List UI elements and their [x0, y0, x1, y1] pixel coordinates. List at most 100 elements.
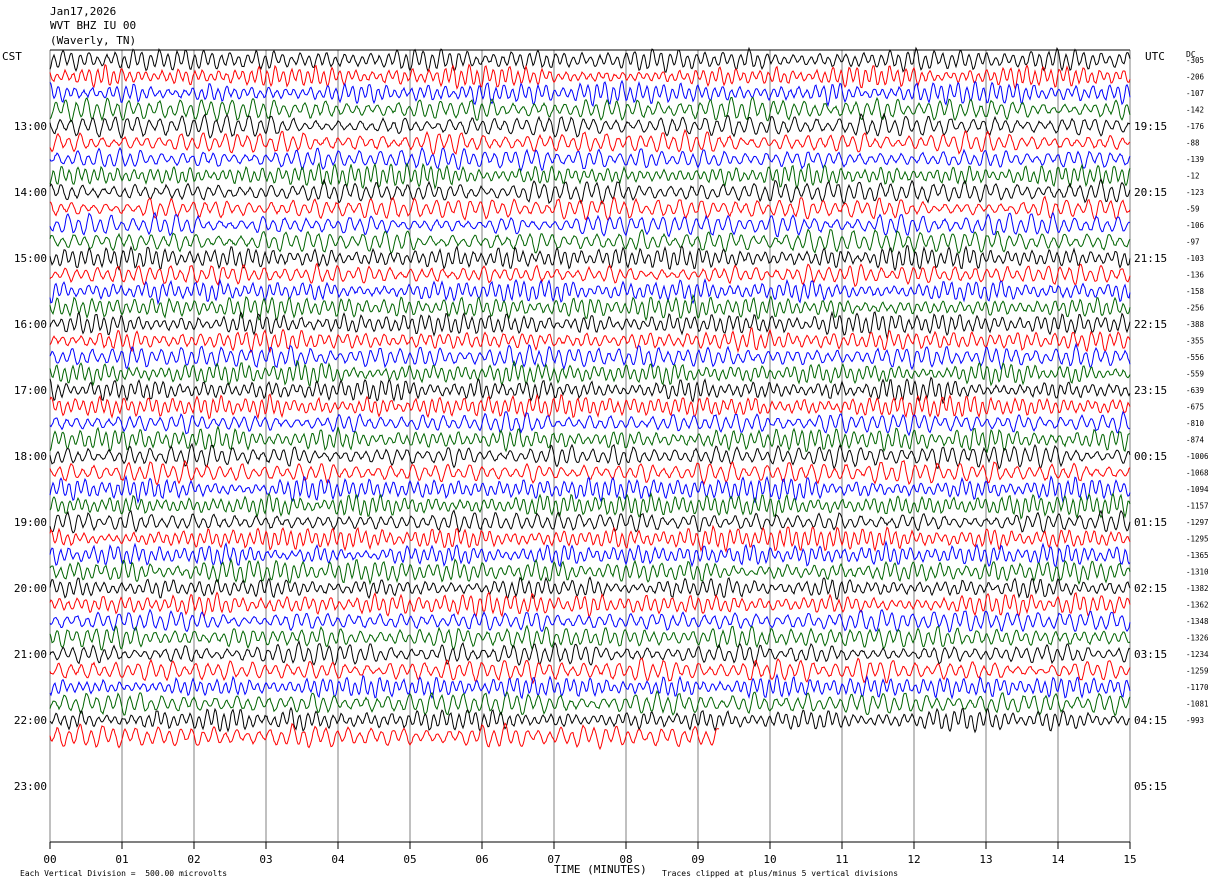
trace-line-38 — [49, 673, 1131, 700]
dc-offset-label-3: -142 — [1186, 106, 1204, 115]
x-tick-label-02: 02 — [187, 853, 200, 866]
trace-line-27 — [49, 491, 1131, 520]
dc-offset-label-25: -1068 — [1186, 469, 1209, 478]
trace-line-23 — [49, 425, 1131, 453]
trace-line-10 — [49, 211, 1131, 238]
scale-note: Each Vertical Division = 500.00 microvol… — [20, 869, 228, 878]
x-tick-label-03: 03 — [259, 853, 272, 866]
trace-line-40 — [49, 706, 1131, 734]
trace-line-31 — [49, 557, 1131, 586]
trace-line-0 — [49, 46, 1131, 73]
x-axis: 00 01 02 03 04 05 06 07 08 09 10 11 12 13 14 15 — [43, 841, 1137, 866]
dc-offset-label-32: -1382 — [1186, 584, 1209, 593]
trace-line-7 — [49, 161, 1131, 190]
trace-line-4 — [49, 112, 1131, 139]
local-hour-label-7: 20:00 — [14, 582, 47, 595]
dc-label: DC — [1186, 50, 1196, 59]
trace-line-36 — [49, 640, 1131, 668]
x-tick-label-00: 00 — [43, 853, 56, 866]
local-hour-label-5: 18:00 — [14, 450, 47, 463]
dc-offset-label-38: -1170 — [1186, 683, 1209, 692]
utc-hour-label-8: 03:15 — [1134, 648, 1167, 661]
dc-offset-label-28: -1297 — [1186, 518, 1209, 527]
local-hour-label-10: 23:00 — [14, 780, 47, 793]
dc-offset-label-20: -639 — [1186, 386, 1204, 395]
utc-hour-label-5: 00:15 — [1134, 450, 1167, 463]
x-tick-label-07: 07 — [547, 853, 560, 866]
trace-line-33 — [49, 591, 1131, 619]
dc-offset-label-21: -675 — [1186, 403, 1204, 412]
trace-line-41 — [49, 722, 720, 751]
dc-offset-label-22: -810 — [1186, 419, 1205, 428]
dc-offset-label-4: -176 — [1186, 122, 1205, 131]
right-timezone-label: UTC — [1145, 50, 1165, 63]
date-label: Jan17,2026 — [50, 5, 117, 18]
trace-line-14 — [49, 278, 1131, 306]
dc-offset-label-39: -1081 — [1186, 700, 1209, 709]
x-tick-label-11: 11 — [835, 853, 848, 866]
trace-line-19 — [49, 359, 1131, 387]
dc-offset-label-17: -355 — [1186, 337, 1204, 346]
station-label: WVT BHZ IU 00 — [50, 19, 137, 32]
trace-line-12 — [49, 244, 1131, 272]
dc-offset-label-23: -874 — [1186, 436, 1205, 445]
local-hour-label-9: 22:00 — [14, 714, 47, 727]
utc-hour-label-6: 01:15 — [1134, 516, 1167, 529]
utc-hour-label-9: 04:15 — [1134, 714, 1167, 727]
dc-offset-label-18: -556 — [1186, 353, 1205, 362]
trace-line-9 — [49, 195, 1131, 222]
dc-offset-label-13: -136 — [1186, 271, 1205, 280]
dc-offset-label-29: -1295 — [1186, 535, 1209, 544]
utc-hour-label-2: 21:15 — [1134, 252, 1167, 265]
trace-line-26 — [49, 474, 1131, 504]
hour-labels: 13:00 19:15 14:00 20:15 15:00 21:15 16:00 22:15… — [14, 56, 1209, 793]
trace-line-15 — [49, 293, 1131, 322]
trace-line-28 — [49, 509, 1131, 534]
trace-line-35 — [49, 624, 1131, 651]
dc-offset-label-40: -993 — [1186, 716, 1204, 725]
dc-offset-label-33: -1362 — [1186, 601, 1209, 610]
trace-line-11 — [49, 228, 1131, 255]
dc-offset-label-31: -1310 — [1186, 568, 1209, 577]
trace-line-34 — [49, 608, 1131, 633]
x-tick-label-14: 14 — [1051, 853, 1065, 866]
dc-offset-label-1: -206 — [1186, 73, 1205, 82]
x-tick-label-01: 01 — [115, 853, 128, 866]
trace-line-18 — [49, 342, 1131, 371]
dc-offset-label-15: -256 — [1186, 304, 1205, 313]
trace-line-13 — [49, 262, 1131, 288]
dc-offset-label-27: -1157 — [1186, 502, 1209, 511]
dc-offset-label-2: -107 — [1186, 89, 1204, 98]
dc-offset-label-11: -97 — [1186, 238, 1200, 247]
dc-offset-label-6: -139 — [1186, 155, 1204, 164]
trace-line-5 — [49, 128, 1131, 156]
trace-line-32 — [49, 576, 1131, 601]
dc-offset-label-14: -158 — [1186, 287, 1205, 296]
utc-hour-label-3: 22:15 — [1134, 318, 1167, 331]
utc-hour-label-1: 20:15 — [1134, 186, 1167, 199]
local-hour-label-0: 13:00 — [14, 120, 47, 133]
trace-line-17 — [49, 327, 1131, 354]
dc-offset-label-12: -103 — [1186, 254, 1204, 263]
trace-line-39 — [49, 690, 1131, 717]
x-tick-label-04: 04 — [331, 853, 345, 866]
dc-offset-label-16: -388 — [1186, 320, 1205, 329]
dc-offset-label-34: -1348 — [1186, 617, 1209, 626]
trace-line-24 — [49, 442, 1131, 470]
dc-offset-label-24: -1006 — [1186, 452, 1209, 461]
trace-line-25 — [49, 459, 1131, 486]
trace-line-8 — [49, 177, 1131, 206]
left-timezone-label: CST — [2, 50, 22, 63]
local-hour-label-3: 16:00 — [14, 318, 47, 331]
x-tick-label-13: 13 — [979, 853, 992, 866]
x-tick-label-12: 12 — [907, 853, 920, 866]
trace-line-21 — [49, 393, 1131, 420]
dc-offset-label-0: -305 — [1186, 56, 1204, 65]
x-tick-label-09: 09 — [691, 853, 704, 866]
trace-line-1 — [49, 63, 1131, 90]
location-label: (Waverly, TN) — [50, 34, 137, 47]
trace-line-37 — [49, 657, 1131, 685]
trace-line-22 — [49, 410, 1131, 437]
dc-offset-label-8: -123 — [1186, 188, 1204, 197]
